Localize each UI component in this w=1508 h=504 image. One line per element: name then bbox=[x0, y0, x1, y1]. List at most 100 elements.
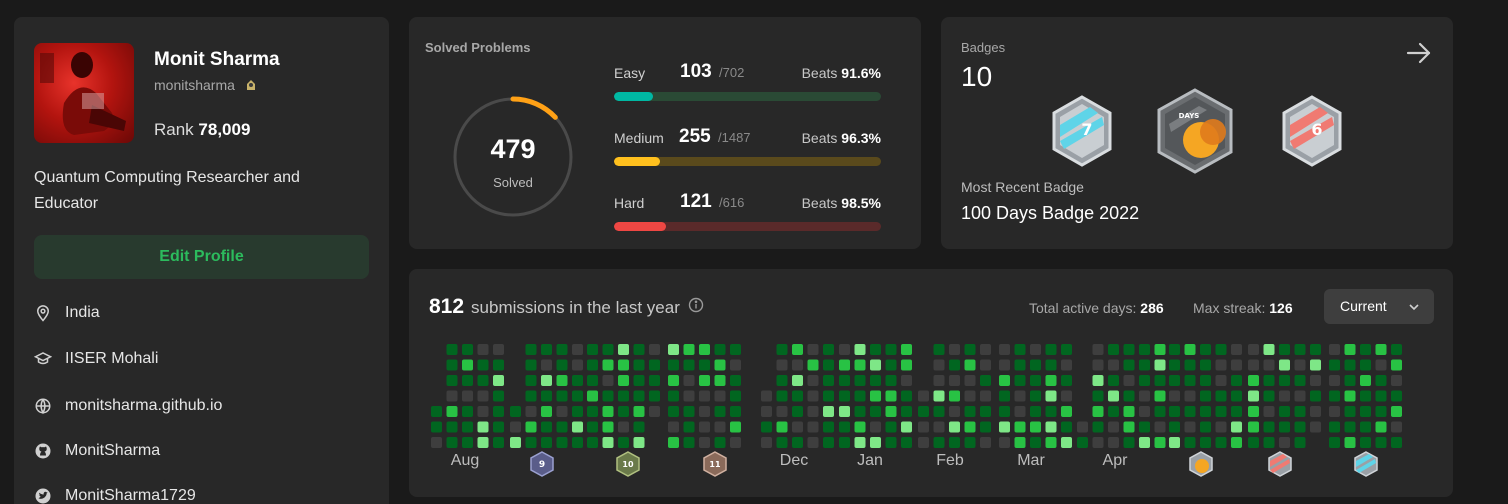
heatmap-cell[interactable] bbox=[618, 406, 629, 417]
heatmap-cell[interactable] bbox=[1200, 421, 1211, 433]
heatmap-cell[interactable] bbox=[1263, 406, 1275, 417]
heatmap-cell[interactable] bbox=[649, 406, 660, 417]
heatmap-cell[interactable] bbox=[1092, 437, 1104, 448]
heatmap-cell[interactable] bbox=[1154, 421, 1166, 433]
heatmap-cell[interactable] bbox=[477, 437, 489, 448]
heatmap-cell[interactable] bbox=[493, 344, 504, 355]
heatmap-cell[interactable] bbox=[633, 437, 645, 448]
heatmap-cell[interactable] bbox=[699, 359, 710, 371]
heatmap-cell[interactable] bbox=[1184, 421, 1196, 433]
heatmap-cell[interactable] bbox=[1375, 344, 1387, 355]
heatmap-cell[interactable] bbox=[980, 344, 991, 355]
heatmap-cell[interactable] bbox=[776, 375, 788, 386]
heatmap-cell[interactable] bbox=[1200, 359, 1211, 371]
heatmap-cell[interactable] bbox=[1391, 359, 1402, 371]
heatmap-cell[interactable] bbox=[949, 375, 960, 386]
heatmap-cell[interactable] bbox=[823, 375, 834, 386]
heatmap-cell[interactable] bbox=[839, 359, 850, 371]
heatmap-cell[interactable] bbox=[699, 421, 710, 433]
github-link[interactable]: MonitSharma bbox=[65, 442, 161, 459]
heatmap-cell[interactable] bbox=[587, 406, 598, 417]
heatmap-cell[interactable] bbox=[999, 390, 1010, 402]
heatmap-cell[interactable] bbox=[699, 437, 710, 448]
heatmap-cell[interactable] bbox=[649, 359, 660, 371]
heatmap-cell[interactable] bbox=[683, 359, 695, 371]
heatmap-cell[interactable] bbox=[823, 344, 834, 355]
heatmap-cell[interactable] bbox=[1360, 421, 1371, 433]
heatmap-cell[interactable] bbox=[446, 421, 458, 433]
heatmap-cell[interactable] bbox=[918, 406, 929, 417]
heatmap-cell[interactable] bbox=[1045, 344, 1057, 355]
heatmap-cell[interactable] bbox=[854, 437, 866, 448]
heatmap-cell[interactable] bbox=[572, 390, 583, 402]
info-github[interactable]: MonitSharma bbox=[34, 439, 160, 463]
heatmap-cell[interactable] bbox=[1263, 421, 1275, 433]
heatmap-cell[interactable] bbox=[462, 359, 473, 371]
heatmap-cell[interactable] bbox=[618, 375, 629, 386]
heatmap-cell[interactable] bbox=[477, 421, 489, 433]
heatmap-cell[interactable] bbox=[1344, 437, 1356, 448]
heatmap-cell[interactable] bbox=[1344, 406, 1356, 417]
heatmap-cell[interactable] bbox=[572, 344, 583, 355]
heatmap-cell[interactable] bbox=[807, 437, 819, 448]
heatmap-cell[interactable] bbox=[1014, 359, 1026, 371]
heatmap-cell[interactable] bbox=[1014, 390, 1026, 402]
heatmap-cell[interactable] bbox=[1092, 406, 1104, 417]
heatmap-cell[interactable] bbox=[1030, 437, 1041, 448]
year-dropdown[interactable]: Current bbox=[1324, 289, 1434, 324]
heatmap-cell[interactable] bbox=[602, 421, 614, 433]
heatmap-cell[interactable] bbox=[1391, 375, 1402, 386]
heatmap-cell[interactable] bbox=[999, 406, 1010, 417]
heatmap-cell[interactable] bbox=[602, 406, 614, 417]
heatmap-cell[interactable] bbox=[1279, 421, 1290, 433]
heatmap-cell[interactable] bbox=[980, 421, 991, 433]
heatmap-cell[interactable] bbox=[602, 437, 614, 448]
heatmap-cell[interactable] bbox=[1294, 406, 1306, 417]
october-badge-icon[interactable]: 10 bbox=[615, 451, 641, 477]
heatmap-cell[interactable] bbox=[1030, 344, 1041, 355]
heatmap-cell[interactable] bbox=[477, 344, 489, 355]
heatmap-cell[interactable] bbox=[1014, 406, 1026, 417]
heatmap-cell[interactable] bbox=[776, 344, 788, 355]
heatmap-cell[interactable] bbox=[668, 375, 679, 386]
heatmap-cell[interactable] bbox=[446, 437, 458, 448]
heatmap-cell[interactable] bbox=[1061, 390, 1072, 402]
heatmap-cell[interactable] bbox=[431, 437, 442, 448]
heatmap-cell[interactable] bbox=[1231, 437, 1242, 448]
heatmap-cell[interactable] bbox=[823, 359, 834, 371]
heatmap-cell[interactable] bbox=[1329, 406, 1340, 417]
heatmap-cell[interactable] bbox=[933, 344, 945, 355]
heatmap-cell[interactable] bbox=[525, 344, 537, 355]
heatmap-cell[interactable] bbox=[1360, 406, 1371, 417]
heatmap-cell[interactable] bbox=[1014, 344, 1026, 355]
heatmap-cell[interactable] bbox=[618, 359, 629, 371]
heatmap-cell[interactable] bbox=[1061, 406, 1072, 417]
heatmap-cell[interactable] bbox=[462, 437, 473, 448]
heatmap-cell[interactable] bbox=[870, 390, 881, 402]
heatmap-cell[interactable] bbox=[602, 344, 614, 355]
heatmap-cell[interactable] bbox=[949, 359, 960, 371]
heatmap-cell[interactable] bbox=[477, 375, 489, 386]
heatmap-cell[interactable] bbox=[999, 344, 1010, 355]
heatmap-cell[interactable] bbox=[1248, 421, 1259, 433]
heatmap-cell[interactable] bbox=[1092, 375, 1104, 386]
heatmap-cell[interactable] bbox=[1391, 421, 1402, 433]
heatmap-cell[interactable] bbox=[1248, 406, 1259, 417]
heatmap-cell[interactable] bbox=[431, 421, 442, 433]
heatmap-cell[interactable] bbox=[807, 359, 819, 371]
heatmap-cell[interactable] bbox=[525, 421, 537, 433]
heatmap-cell[interactable] bbox=[999, 359, 1010, 371]
heatmap-cell[interactable] bbox=[933, 359, 945, 371]
heatmap-cell[interactable] bbox=[792, 406, 803, 417]
heatmap-cell[interactable] bbox=[839, 421, 850, 433]
heatmap-cell[interactable] bbox=[999, 421, 1010, 433]
heatmap-cell[interactable] bbox=[1375, 406, 1387, 417]
heatmap-cell[interactable] bbox=[1169, 421, 1180, 433]
heatmap-cell[interactable] bbox=[1263, 390, 1275, 402]
edit-profile-button[interactable]: Edit Profile bbox=[34, 235, 369, 279]
heatmap-cell[interactable] bbox=[1329, 359, 1340, 371]
heatmap-cell[interactable] bbox=[964, 375, 976, 386]
heatmap-cell[interactable] bbox=[1279, 406, 1290, 417]
heatmap-cell[interactable] bbox=[683, 406, 695, 417]
heatmap-cell[interactable] bbox=[1248, 390, 1259, 402]
